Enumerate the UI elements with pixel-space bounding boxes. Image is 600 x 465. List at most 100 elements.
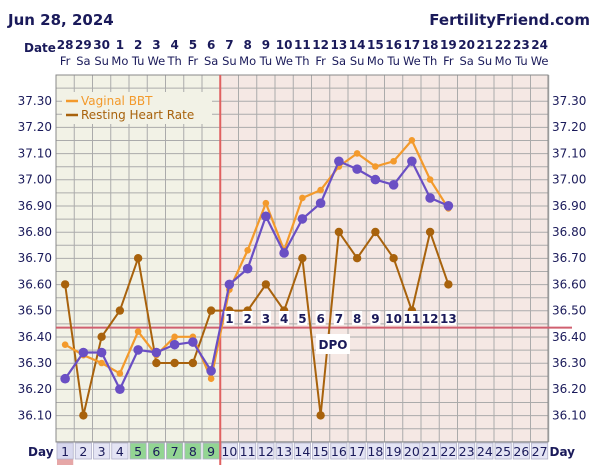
y-tick-label-left: 36.80 xyxy=(18,225,52,239)
cycle-day-cell xyxy=(93,442,111,460)
y-tick-label-right: 36.50 xyxy=(552,304,586,318)
bbt-fit-point xyxy=(407,156,417,167)
date-label: 7 xyxy=(225,38,233,52)
date-label: 24 xyxy=(531,38,548,52)
y-axis-right: 37.30 37.20 37.10 37.00 36.90 36.80 36.70 36.60… xyxy=(552,94,586,422)
weekday-label: Th xyxy=(422,54,437,68)
hr-point xyxy=(115,306,125,315)
bbt-point xyxy=(408,137,416,144)
reference-lines xyxy=(56,75,572,465)
bbt-point xyxy=(299,194,306,202)
date-label: 13 xyxy=(331,38,348,52)
dpo-label: DPO xyxy=(319,338,348,352)
cycle-day-cell xyxy=(147,442,165,460)
cycle-day-label: 26 xyxy=(513,444,529,459)
dpo-number: 7 xyxy=(335,312,343,326)
dpo-label-bg xyxy=(422,311,439,325)
weekday-label: Mo xyxy=(495,54,512,68)
hr-point xyxy=(444,280,453,289)
bbt-point xyxy=(262,199,270,207)
date-label: 3 xyxy=(152,38,160,52)
bbt-fit-point xyxy=(388,180,399,190)
dpo-number: 3 xyxy=(262,312,270,326)
legend-label-hr: Resting Heart Rate xyxy=(81,108,194,122)
weekday-label: We xyxy=(147,54,165,68)
y-tick-label-right: 36.60 xyxy=(552,277,586,291)
weekday-label: Su xyxy=(350,54,365,68)
date-label: 30 xyxy=(93,38,110,52)
weekday-label: Su xyxy=(222,54,237,68)
weekday-label: Mo xyxy=(367,54,384,68)
dpo-number: 2 xyxy=(243,312,251,326)
y-axis-left: 37.30 37.20 37.10 37.00 36.90 36.80 36.70 36.60… xyxy=(18,94,52,422)
hr-line xyxy=(64,228,450,416)
dpo-label-bg xyxy=(370,311,381,325)
date-label: 20 xyxy=(458,38,475,52)
bbt-fit-point xyxy=(115,384,125,395)
bbt-point xyxy=(134,328,142,335)
hr-point xyxy=(334,227,344,237)
bbt-point xyxy=(372,163,379,170)
bbt-fit-point xyxy=(279,248,289,258)
bbt-line xyxy=(64,138,450,383)
hr-point xyxy=(133,254,143,263)
cycle-day-label: 27 xyxy=(532,444,548,459)
bbt-fit-point xyxy=(96,347,107,358)
date-label: 23 xyxy=(513,38,530,52)
hr-point xyxy=(60,280,70,289)
plot-border xyxy=(55,74,549,443)
dpo-label-bg xyxy=(440,311,457,325)
bbt-fit-point xyxy=(297,214,308,224)
y-tick-label-left: 36.70 xyxy=(18,251,52,265)
hr-point xyxy=(389,254,398,263)
date-label: 1 xyxy=(116,38,124,52)
dpo-label-bg xyxy=(352,311,363,325)
y-tick-label-left: 36.10 xyxy=(18,408,52,422)
dpo-number: 10 xyxy=(385,312,402,326)
dpo-label-bg xyxy=(385,311,402,325)
date-label: 9 xyxy=(262,38,270,52)
date-label: 2 xyxy=(134,38,142,52)
chart-date: Jun 28, 2024 xyxy=(7,11,114,29)
cycle-day-cell xyxy=(74,442,92,460)
date-label: 4 xyxy=(170,38,178,52)
dpo-number: 6 xyxy=(316,312,324,326)
brand-name: FertilityFriend.com xyxy=(429,11,590,29)
bbt-fit-point xyxy=(443,201,454,211)
bbt-fit-point xyxy=(151,347,162,358)
date-label: 5 xyxy=(189,38,197,52)
date-label: 17 xyxy=(404,38,421,52)
cycle-day-cell xyxy=(312,442,330,460)
cycle-day-cell xyxy=(184,442,202,460)
hr-point xyxy=(188,358,198,368)
dpo-label-bg xyxy=(224,311,235,325)
grid-lines xyxy=(55,74,550,443)
dpo-labels: 1 2 3 4 5 6 7 8 9 10 11 12 13 xyxy=(224,311,457,326)
date-label: 8 xyxy=(243,38,251,52)
bbt-fit-point xyxy=(352,164,362,174)
bbt-fit-point xyxy=(370,174,381,185)
bbt-fit-point xyxy=(315,198,326,208)
bbt-fit-point xyxy=(224,279,235,290)
bbt-fit-point xyxy=(188,337,198,347)
cycle-day-cell xyxy=(512,442,530,460)
weekday-label: Mo xyxy=(111,54,128,68)
date-label: 15 xyxy=(367,38,384,52)
weekday-label: Th xyxy=(294,54,309,68)
y-tick-label-left: 37.00 xyxy=(18,173,52,187)
cycle-day-label: 11 xyxy=(240,444,256,459)
cycle-day-label: 15 xyxy=(313,444,329,459)
bbt-fit-line xyxy=(64,159,449,392)
dpo-label-bg xyxy=(315,311,326,325)
bbt-point xyxy=(426,176,434,183)
weekday-label: We xyxy=(403,54,421,68)
hr-point xyxy=(371,227,380,237)
cycle-day-label: 20 xyxy=(404,444,420,459)
y-tick-label-right: 37.10 xyxy=(552,146,586,160)
dpo-label-bg xyxy=(279,311,290,325)
date-label: 14 xyxy=(349,38,366,52)
dpo-number: 8 xyxy=(353,312,361,326)
cycle-day-label: 25 xyxy=(495,444,511,459)
bbt-fit-point xyxy=(206,366,216,376)
